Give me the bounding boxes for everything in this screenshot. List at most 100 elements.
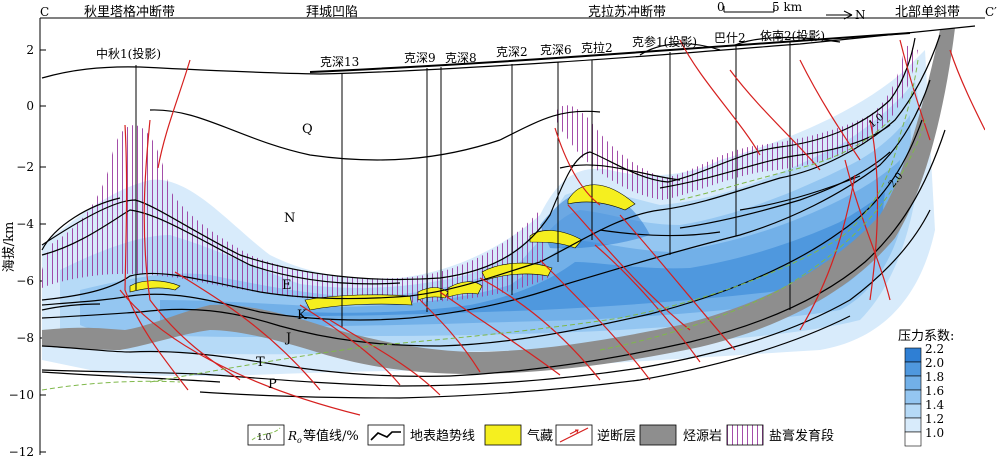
ro-contour-1-0: [149, 59, 919, 383]
formation-label: P: [268, 377, 277, 392]
y-tick-label: −10: [9, 388, 34, 402]
legend-ro-sample: 1.0: [257, 433, 272, 443]
pressure-swatches: [904, 347, 922, 447]
top-P: [41, 209, 931, 387]
scale-zero: 0: [717, 0, 725, 14]
pressure-legend-title: 压力系数:: [898, 329, 954, 344]
pressure-swatch: [904, 375, 922, 391]
well-label: 克参1(投影): [632, 34, 697, 49]
header: C 秋里塔格冲断带 拜城凹陷 克拉苏冲断带 0 5 km N 北部单斜带 C′: [40, 0, 997, 22]
y-tick-0: 0: [26, 99, 46, 113]
north-label: N: [855, 8, 866, 22]
pressure-swatch: [904, 403, 922, 419]
gas-reservoir: [529, 230, 583, 249]
legend-ro-label: 等值线/%: [303, 428, 359, 444]
y-tick-2: 2: [26, 43, 46, 57]
pressure-value-label: 1.8: [925, 370, 944, 384]
well-label: 克深8: [445, 51, 477, 65]
legend-source-label: 烃源岩: [683, 429, 722, 444]
ro-contours: [41, 59, 926, 391]
thrust-fault: [869, 119, 879, 301]
y-tick-m8: −8: [16, 331, 46, 345]
well-label: 克拉2: [581, 40, 613, 55]
thrust-fault: [174, 271, 321, 391]
frame: [39, 17, 985, 455]
formation-label: N: [284, 211, 295, 226]
region-label-north-slope: 北部单斜带: [895, 5, 960, 20]
gas-reservoir: [481, 262, 553, 281]
thrust-fault: [157, 59, 191, 169]
thrust-fault: [899, 39, 931, 141]
pressure-value-label: 1.6: [925, 384, 944, 398]
gas-reservoir: [129, 280, 181, 293]
formation-label: T: [256, 355, 265, 370]
thrust-fault: [949, 49, 985, 131]
scale-label: 5 km: [772, 0, 803, 14]
y-tick-label: −4: [16, 217, 34, 231]
y-tick-label: −6: [16, 274, 34, 288]
y-tick-m4: −4: [16, 217, 46, 231]
formation-label: J: [284, 331, 291, 346]
pressure-swatch: [904, 431, 922, 447]
legend-salt: 盐膏发育段: [726, 424, 834, 446]
legend-surface: 地表趋势线: [367, 424, 475, 446]
thrust-fault: [594, 244, 701, 363]
north-arrow: N: [826, 8, 866, 22]
thrust-fault: [119, 289, 361, 416]
thrust-fault: [679, 39, 761, 156]
top-T: [41, 129, 946, 377]
pressure-value-label: 2.2: [925, 342, 944, 356]
thrust-fault: [567, 204, 691, 331]
top-J: [41, 119, 923, 347]
well-label: 巴什2: [714, 31, 746, 45]
gas-reservoir: [447, 281, 483, 298]
y-tick-m6: −6: [16, 274, 46, 288]
pressure-value-label: 1.2: [925, 412, 944, 426]
thrust-fault: [329, 319, 441, 396]
y-tick-label: −8: [16, 331, 34, 345]
ro-contour-left: [41, 380, 181, 391]
y-tick-m10: −10: [9, 388, 46, 402]
region-label-qiulitage: 秋里塔格冲断带: [84, 4, 175, 20]
y-axis: 海拔/km 2 0 −2 −4 −6 −8 −10 −12: [2, 43, 46, 459]
y-axis-label: 海拔/km: [2, 222, 17, 273]
region-label-baicheng: 拜城凹陷: [306, 5, 358, 20]
source-rock-band: [42, 28, 955, 374]
surface-trend-line: [309, 32, 911, 73]
y-tick-label: 2: [26, 43, 34, 57]
y-tick-m12: −12: [9, 445, 46, 459]
top-K: [41, 79, 931, 321]
pressure-value-label: 2.0: [925, 356, 944, 370]
thrust-fault: [844, 159, 891, 301]
thrust-fault: [124, 124, 189, 391]
pressure-legend: 压力系数: 2.22.01.81.61.41.21.0: [898, 329, 954, 447]
thrust-fault: [729, 69, 821, 171]
y-tick-label: −2: [16, 160, 34, 174]
pressure-value-label: 1.4: [925, 398, 944, 412]
pressure-swatch: [904, 417, 922, 433]
thrust-fault: [439, 291, 561, 376]
legend-source: 烃源岩: [639, 424, 722, 446]
legend-fault-label: 逆断层: [597, 428, 636, 444]
well-label: 中秋1(投影): [96, 46, 161, 61]
legend-gas-label: 气藏: [527, 428, 553, 444]
thrust-fault: [554, 127, 601, 206]
well-label: 克深6: [540, 43, 572, 57]
top-E: [41, 34, 941, 301]
well-labels: 中秋1(投影) 克深13 克深9 克深8 克深2 克深6 克拉2 克参1(投影)…: [96, 28, 825, 69]
thrust-faults: [119, 39, 985, 416]
thrust-fault: [619, 214, 736, 351]
gas-reservoirs: [129, 184, 636, 311]
legend-fault: 逆断层: [555, 424, 636, 446]
thrust-fault: [299, 304, 401, 386]
legend-ro-prefix: R: [287, 429, 297, 443]
formation-label: K: [297, 308, 307, 323]
pressure-values: 2.22.01.81.61.41.21.0: [925, 342, 944, 440]
region-label-kelasu: 克拉苏冲断带: [588, 4, 666, 20]
thrust-fault: [479, 277, 601, 381]
svg-text:Ro: Ro: [287, 429, 302, 445]
bottom-legend: 1.0 Ro 等值线/% 地表趋势线 气藏 逆断层 烃源岩 盐膏发育段: [247, 424, 834, 446]
legend-salt-label: 盐膏发育段: [769, 428, 834, 444]
thrust-fault: [419, 299, 481, 373]
